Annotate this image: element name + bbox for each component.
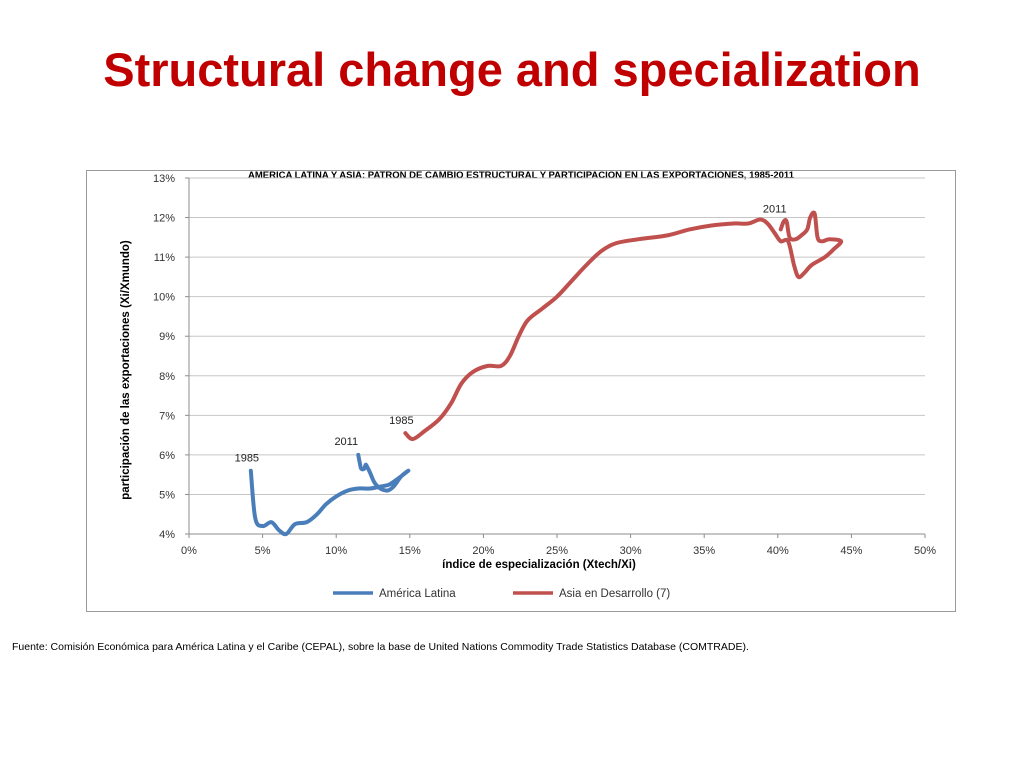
y-tick-label-6: 10% bbox=[153, 292, 175, 304]
x-tick-label-3: 15% bbox=[399, 545, 421, 557]
x-tick-label-6: 30% bbox=[620, 545, 642, 557]
y-tick-label-1: 5% bbox=[159, 489, 175, 501]
x-tick-label-5: 25% bbox=[546, 545, 568, 557]
x-tick-label-0: 0% bbox=[181, 545, 197, 557]
y-tick-label-3: 7% bbox=[159, 410, 175, 422]
chart-frame: AMÉRICA LATINA Y ASIA: PATRÓN DE CAMBIO … bbox=[86, 170, 956, 612]
legend: América Latina Asia en Desarrollo (7) bbox=[333, 588, 670, 600]
y-tick-label-0: 4% bbox=[159, 529, 175, 541]
series-0-start-year-label: 1985 bbox=[235, 453, 259, 465]
x-tick-label-10: 50% bbox=[914, 545, 936, 557]
slide-title: Structural change and specialization bbox=[103, 43, 921, 96]
chart-svg: AMÉRICA LATINA Y ASIA: PATRÓN DE CAMBIO … bbox=[120, 171, 936, 600]
series-0-end-year-label: 2011 bbox=[334, 436, 358, 448]
x-tick-label-4: 20% bbox=[472, 545, 494, 557]
y-tick-label-4: 8% bbox=[159, 371, 175, 383]
x-axis-label: índice de especialización (Xtech/Xi) bbox=[442, 559, 636, 571]
axes bbox=[185, 177, 926, 538]
source-note: Fuente: Comisión Económica para América … bbox=[12, 641, 749, 653]
x-tick-label-7: 35% bbox=[693, 545, 715, 557]
x-tick-label-2: 10% bbox=[325, 545, 347, 557]
chart-title: AMÉRICA LATINA Y ASIA: PATRÓN DE CAMBIO … bbox=[248, 171, 795, 181]
y-axis-label: participación de las exportaciones (Xi/X… bbox=[120, 240, 132, 500]
year-annotations: 1985 2011 1985 2011 bbox=[235, 203, 787, 464]
y-tick-label-2: 6% bbox=[159, 450, 175, 462]
series-1-end-year-label: 2011 bbox=[763, 203, 787, 215]
y-tick-label-9: 13% bbox=[153, 173, 175, 185]
y-tick-label-5: 9% bbox=[159, 331, 175, 343]
x-tick-label-9: 45% bbox=[840, 545, 862, 557]
series-line-0 bbox=[248, 452, 411, 537]
y-tick-label-8: 12% bbox=[153, 213, 175, 225]
x-tick-label-8: 40% bbox=[767, 545, 789, 557]
series-1-start-year-label: 1985 bbox=[389, 415, 413, 427]
legend-label-1: Asia en Desarrollo (7) bbox=[559, 588, 670, 600]
y-tick-label-7: 11% bbox=[154, 252, 175, 264]
gridlines bbox=[189, 177, 925, 535]
y-tick-labels: 4% 5% 6% 7% 8% 9% 10% 11% 12% 13% bbox=[153, 173, 175, 541]
x-tick-labels: 0% 5% 10% 15% 20% 25% 30% 35% 40% 45% 50% bbox=[181, 545, 936, 557]
x-tick-label-1: 5% bbox=[255, 545, 271, 557]
series-line-1 bbox=[403, 210, 844, 442]
series-lines bbox=[248, 210, 844, 537]
legend-label-0: América Latina bbox=[379, 588, 456, 600]
